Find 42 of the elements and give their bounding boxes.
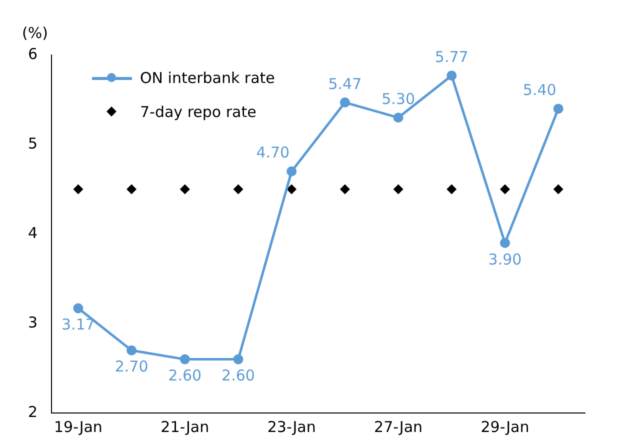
x-tick-label: 29-Jan (480, 418, 530, 436)
point (73, 303, 84, 314)
y-tick-label: 5 (28, 134, 38, 152)
point (500, 184, 510, 194)
point (446, 70, 457, 81)
point (340, 184, 350, 194)
data-label: 3.90 (488, 250, 522, 268)
point (553, 104, 564, 114)
x-tick-label: 19-Jan (54, 418, 102, 436)
point (180, 354, 190, 364)
x-tick-label: 21-Jan (160, 418, 210, 436)
data-label: 5.47 (328, 74, 362, 93)
point (233, 184, 244, 194)
point (286, 184, 297, 194)
point (340, 97, 350, 108)
point (553, 184, 564, 194)
data-label: 2.70 (114, 358, 148, 376)
point (393, 112, 404, 123)
y-tick-label: 3 (28, 313, 38, 332)
data-label: 2.60 (168, 366, 202, 385)
y-tick-label: 4 (28, 224, 38, 242)
y-axis-title: (%) (22, 24, 48, 42)
point (233, 354, 244, 364)
point (446, 184, 457, 194)
point (180, 184, 190, 194)
legend-label: 7-day repo rate (140, 103, 256, 121)
data-label: 5.77 (434, 48, 468, 66)
point (500, 238, 510, 248)
legend-label: ON interbank rate (140, 69, 275, 87)
y-tick-label: 6 (28, 44, 38, 63)
point (126, 184, 137, 194)
point (393, 184, 404, 194)
data-label: 5.40 (522, 81, 556, 100)
y-tick-label: 2 (28, 402, 38, 421)
point (73, 184, 84, 194)
x-tick-label: 27-Jan (374, 418, 423, 436)
data-label: 4.70 (256, 144, 290, 162)
data-label: 5.30 (382, 90, 415, 108)
x-tick-label: 23-Jan (267, 418, 316, 436)
data-label: 2.60 (222, 366, 255, 385)
point (126, 345, 137, 356)
point (286, 166, 297, 176)
